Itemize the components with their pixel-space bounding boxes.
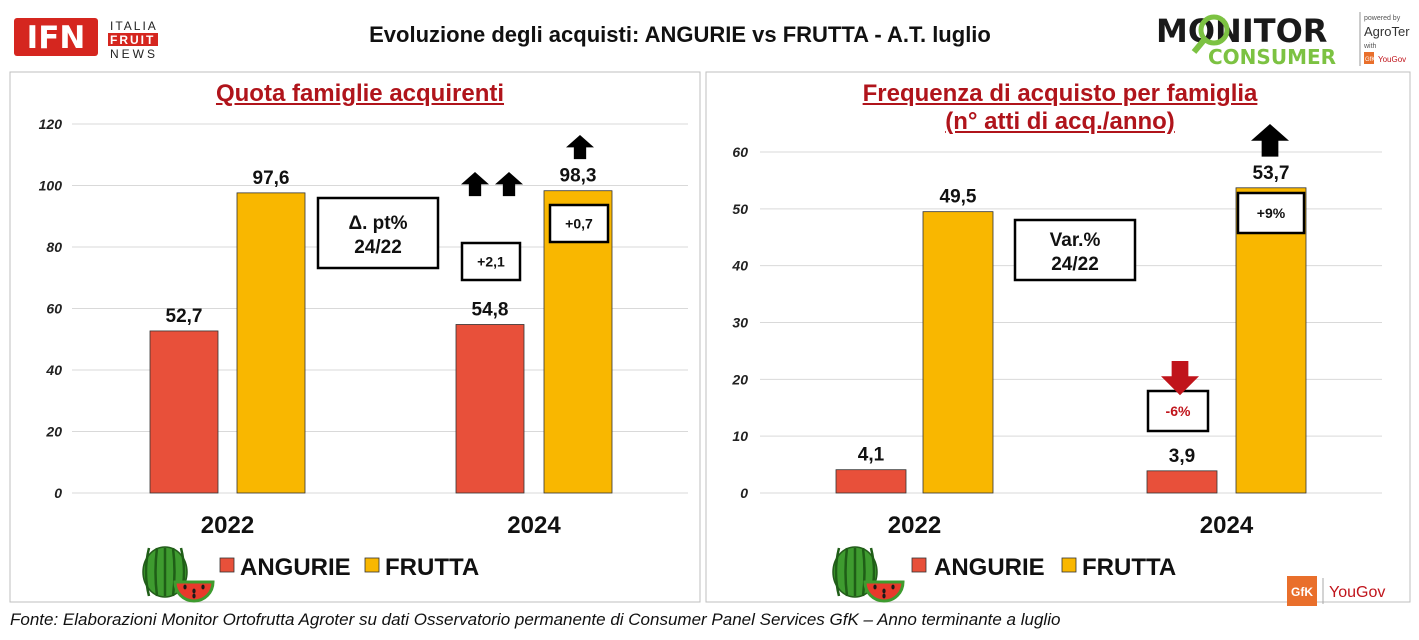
right-value-label: 4,1 <box>858 445 885 466</box>
right-panel-frame <box>705 71 1411 603</box>
right-legend-label-angurie: ANGURIE <box>934 554 1045 581</box>
ifn-logo-main: IFN <box>27 20 86 56</box>
left-change-box <box>460 241 522 282</box>
right-legend-swatch-angurie <box>911 557 927 573</box>
right-change-box <box>1146 389 1210 433</box>
ifn-logo-line2: FRUIT <box>110 33 155 47</box>
left-value-label: 54,8 <box>472 299 509 320</box>
left-chart: 0 20 40 60 80 100 120 52,7 54,8 97,6 98,3 2022 2024 Δ… <box>39 116 688 603</box>
right-chart-title: Frequenza di acquisto per famiglia <box>862 80 1258 107</box>
mc-logo-gfk: GfK <box>1365 57 1375 63</box>
right-chart-subtitle: (n° atti di acq./anno) <box>945 108 1175 135</box>
ifn-logo-line1: ITALIA <box>110 19 158 33</box>
right-value-label: 49,5 <box>940 187 977 208</box>
right-bar-frutta-2022 <box>922 211 994 494</box>
right-ytick-label: 0 <box>740 485 748 501</box>
right-value-label: 53,7 <box>1253 163 1290 184</box>
left-annotation-text: Δ. pt% <box>348 213 407 234</box>
right-category-label: 2022 <box>888 512 941 539</box>
left-category-label: 2022 <box>201 512 254 539</box>
page-title: Evoluzione degli acquisti: ANGURIE vs FR… <box>369 22 991 47</box>
right-bar-angurie-2024 <box>1146 470 1218 494</box>
right-change-box <box>1236 191 1306 235</box>
left-ytick-label: 120 <box>39 116 63 132</box>
ifn-logo: IFN ITALIA FRUIT NEWS <box>14 18 158 61</box>
left-ytick-label: 100 <box>39 178 63 194</box>
left-ytick-label: 0 <box>54 485 62 501</box>
right-ytick-label: 20 <box>731 371 748 387</box>
left-change-label: +2,1 <box>477 254 505 270</box>
ifn-logo-line3: NEWS <box>110 47 158 61</box>
right-legend-swatch-frutta <box>1061 557 1077 573</box>
left-category-label: 2024 <box>507 512 561 539</box>
watermelon-icon <box>142 546 215 603</box>
right-bar-frutta-2024 <box>1235 187 1307 494</box>
right-ytick-label: 10 <box>732 428 748 444</box>
left-annotation-box <box>316 196 440 270</box>
gfk-yougov-logo: GfK YouGov <box>1287 576 1385 606</box>
left-ytick-label: 20 <box>45 424 62 440</box>
monitor-consumer-logo: MONITOR CONSUMER powered by AgroTer with… <box>1156 12 1410 69</box>
left-value-label: 98,3 <box>560 166 597 187</box>
right-chart: 0 10 20 30 40 50 60 4,1 3,9 49,5 53,7 2022 2024 Var.%… <box>731 124 1382 603</box>
mc-logo-with: with <box>1363 43 1377 50</box>
left-legend-label-frutta: FRUTTA <box>385 554 479 581</box>
right-category-label: 2024 <box>1200 512 1254 539</box>
right-annotation-box <box>1013 218 1137 282</box>
left-bar-angurie-2022 <box>149 330 219 494</box>
magnifier-handle <box>1191 38 1207 54</box>
left-ytick-label: 80 <box>46 239 62 255</box>
left-change-box <box>548 203 610 244</box>
right-legend-label-frutta: FRUTTA <box>1082 554 1176 581</box>
footer-source: Fonte: Elaborazioni Monitor Ortofrutta A… <box>10 610 1061 629</box>
right-annotation-text: Var.% <box>1050 230 1101 251</box>
right-annotation-text: 24/22 <box>1051 254 1099 275</box>
left-up-arrow-icon <box>461 172 489 197</box>
left-up-arrow-icon <box>566 135 594 160</box>
footer-logo-gfk: GfK <box>1291 585 1313 599</box>
right-down-arrow-icon <box>1161 361 1199 396</box>
left-legend-swatch-frutta <box>364 557 380 573</box>
right-change-label: -6% <box>1166 403 1191 419</box>
right-ytick-label: 40 <box>731 258 748 274</box>
left-panel-frame <box>9 71 701 603</box>
mc-logo-line2: CONSUMER <box>1208 45 1336 69</box>
left-up-arrow-icon <box>495 172 523 197</box>
left-value-label: 52,7 <box>166 306 203 327</box>
mc-logo-brand: AgroTer <box>1364 24 1410 39</box>
left-annotation-text: 24/22 <box>354 237 402 258</box>
left-bar-frutta-2022 <box>236 192 306 494</box>
watermelon-icon <box>832 546 905 603</box>
right-change-label: +9% <box>1257 205 1286 221</box>
mc-logo-line1: MONITOR <box>1156 12 1327 50</box>
right-up-arrow-icon <box>1251 124 1289 157</box>
left-legend-label-angurie: ANGURIE <box>240 554 351 581</box>
right-ytick-label: 30 <box>732 315 748 331</box>
right-bar-angurie-2022 <box>835 469 907 494</box>
right-ytick-label: 50 <box>732 201 748 217</box>
left-change-label: +0,7 <box>565 216 593 232</box>
right-value-label: 3,9 <box>1169 446 1195 467</box>
right-ytick-label: 60 <box>732 144 748 160</box>
left-bar-angurie-2024 <box>455 324 525 494</box>
left-ytick-label: 40 <box>45 362 62 378</box>
magnifier-icon <box>1198 14 1230 46</box>
left-value-label: 97,6 <box>253 168 290 189</box>
mc-logo-partner: YouGov <box>1378 55 1406 64</box>
footer-logo-yougov: YouGov <box>1329 584 1385 601</box>
left-legend-swatch-angurie <box>219 557 235 573</box>
mc-logo-powered: powered by <box>1364 15 1401 22</box>
left-chart-title: Quota famiglie acquirenti <box>215 80 505 107</box>
left-ytick-label: 60 <box>46 301 62 317</box>
